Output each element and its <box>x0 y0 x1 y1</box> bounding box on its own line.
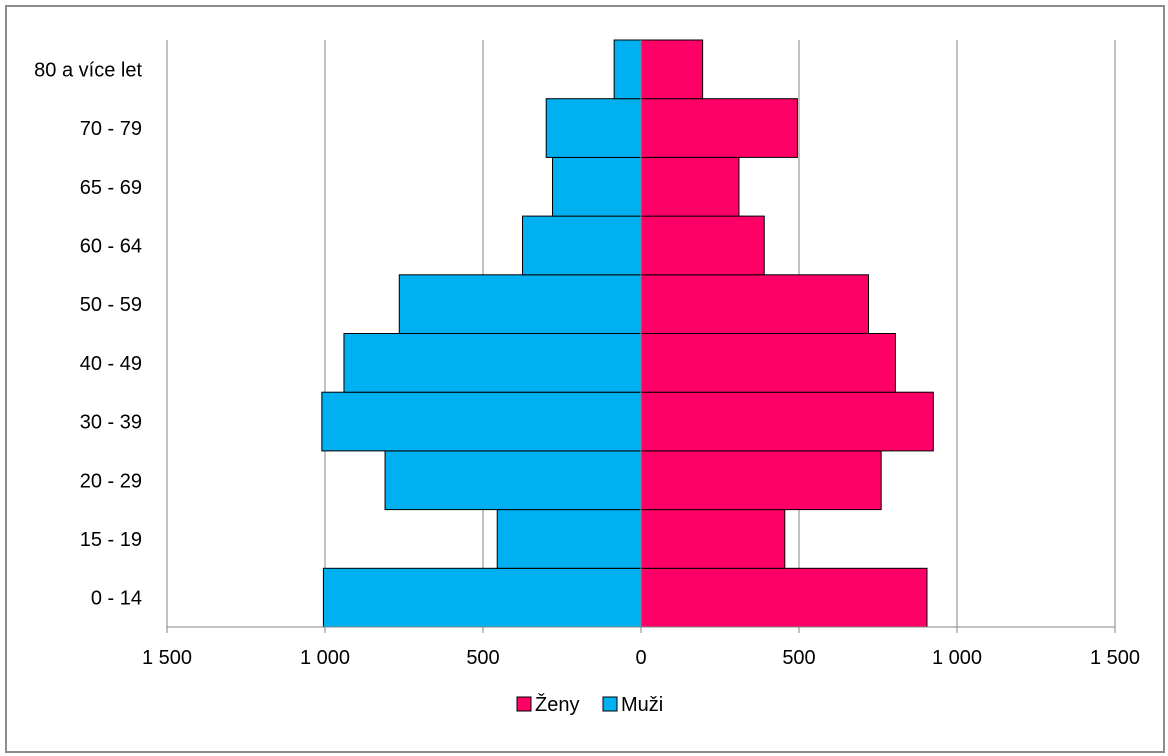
category-labels: 0 - 14 15 - 19 20 - 29 30 - 39 40 - 49 50 - 5… <box>34 59 142 609</box>
bar-muzi-6 <box>522 215 642 276</box>
legend-label-zeny: Ženy <box>535 693 579 716</box>
legend: Ženy Muži <box>516 693 663 716</box>
bar-muzi-7 <box>552 156 642 217</box>
bar-zeny-6 <box>640 215 765 276</box>
category-label: 80 a více let <box>34 59 142 81</box>
bars <box>321 39 934 628</box>
bar-zeny-1 <box>640 509 786 569</box>
bar-zeny-9 <box>640 39 704 100</box>
bar-zeny-8 <box>640 98 798 158</box>
x-tick-label: 1 500 <box>1090 647 1140 669</box>
bar-zeny-5 <box>640 274 870 334</box>
legend-label-muzi: Muži <box>621 694 663 716</box>
bar-muzi-1 <box>496 509 642 569</box>
bar-muzi-0 <box>322 567 642 628</box>
category-label: 70 - 79 <box>80 118 142 140</box>
bar-zeny-3 <box>640 391 934 452</box>
x-tick-label: 1 000 <box>932 647 982 669</box>
bar-zeny-4 <box>640 333 896 393</box>
axes <box>166 40 1116 633</box>
category-label: 40 - 49 <box>80 353 142 375</box>
legend-swatch-zeny <box>516 696 532 712</box>
population-pyramid-chart: 0 - 14 15 - 19 20 - 29 30 - 39 40 - 49 50 - 5… <box>34 39 1140 716</box>
x-tick-labels: 1 500 1 000 500 0 500 1 000 1 500 <box>142 647 1140 669</box>
chart-frame: 0 - 14 15 - 19 20 - 29 30 - 39 40 - 49 50 - 5… <box>5 5 1165 753</box>
bar-zeny-2 <box>640 450 882 511</box>
category-label: 0 - 14 <box>91 588 142 610</box>
x-tick-label: 500 <box>466 647 499 669</box>
category-label: 30 - 39 <box>80 412 142 434</box>
bar-zeny-0 <box>640 567 928 628</box>
bar-muzi-4 <box>343 333 642 393</box>
x-tick-label: 0 <box>635 647 646 669</box>
category-label: 50 - 59 <box>80 294 142 316</box>
category-label: 60 - 64 <box>80 235 142 257</box>
category-label: 20 - 29 <box>80 470 142 492</box>
bar-zeny-7 <box>640 156 740 217</box>
bar-muzi-5 <box>398 274 642 334</box>
bar-muzi-9 <box>613 39 642 100</box>
x-tick-label: 1 000 <box>300 647 350 669</box>
bar-muzi-2 <box>384 450 642 511</box>
x-tick-label: 500 <box>782 647 815 669</box>
bar-muzi-3 <box>321 391 642 452</box>
legend-swatch-muzi <box>602 696 618 712</box>
x-tick-label: 1 500 <box>142 647 192 669</box>
bar-muzi-8 <box>545 98 642 158</box>
category-label: 65 - 69 <box>80 177 142 199</box>
category-label: 15 - 19 <box>80 529 142 551</box>
